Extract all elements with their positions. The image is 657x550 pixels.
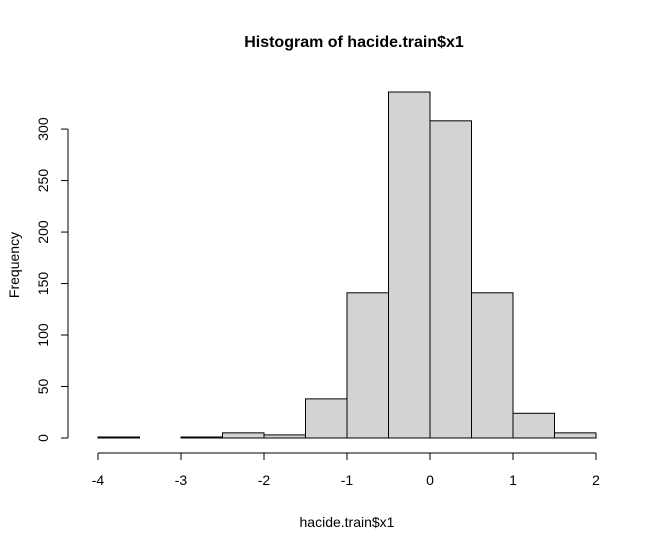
x-tick-label: -3 (175, 472, 188, 488)
histogram-bar-2 (180, 436, 223, 439)
y-axis: 0 50 100 150 200 250 300 (35, 117, 69, 442)
x-axis: -4 -3 -2 -1 0 1 2 (92, 452, 600, 488)
x-tick-label: 1 (509, 472, 517, 488)
histogram-bar-9 (471, 292, 514, 439)
y-tick-label: 150 (35, 272, 51, 296)
y-tick-label: 50 (35, 379, 51, 395)
x-tick-label: -2 (258, 472, 271, 488)
histogram-bar-7 (388, 91, 431, 439)
x-tick-label: 0 (426, 472, 434, 488)
bars-group (97, 91, 597, 439)
histogram-bar-0 (97, 436, 140, 439)
y-tick-label: 250 (35, 169, 51, 193)
x-tick-label: -4 (92, 472, 105, 488)
histogram-bar-4 (263, 434, 306, 439)
y-axis-label: Frequency (6, 232, 22, 298)
histogram-bar-5 (305, 398, 348, 439)
chart-title: Histogram of hacide.train$x1 (244, 34, 464, 51)
y-tick-label: 0 (35, 434, 51, 442)
y-tick-label: 300 (35, 117, 51, 141)
histogram-bar-6 (346, 292, 389, 439)
x-tick-label: 2 (592, 472, 600, 488)
histogram-bar-8 (429, 120, 472, 439)
x-tick-label: -1 (341, 472, 354, 488)
histogram-bar-3 (222, 432, 265, 439)
y-tick-label: 200 (35, 220, 51, 244)
histogram-bar-10 (512, 412, 555, 439)
x-axis-label: hacide.train$x1 (300, 514, 395, 530)
y-tick-label: 100 (35, 323, 51, 347)
histogram-bar-11 (554, 432, 597, 439)
